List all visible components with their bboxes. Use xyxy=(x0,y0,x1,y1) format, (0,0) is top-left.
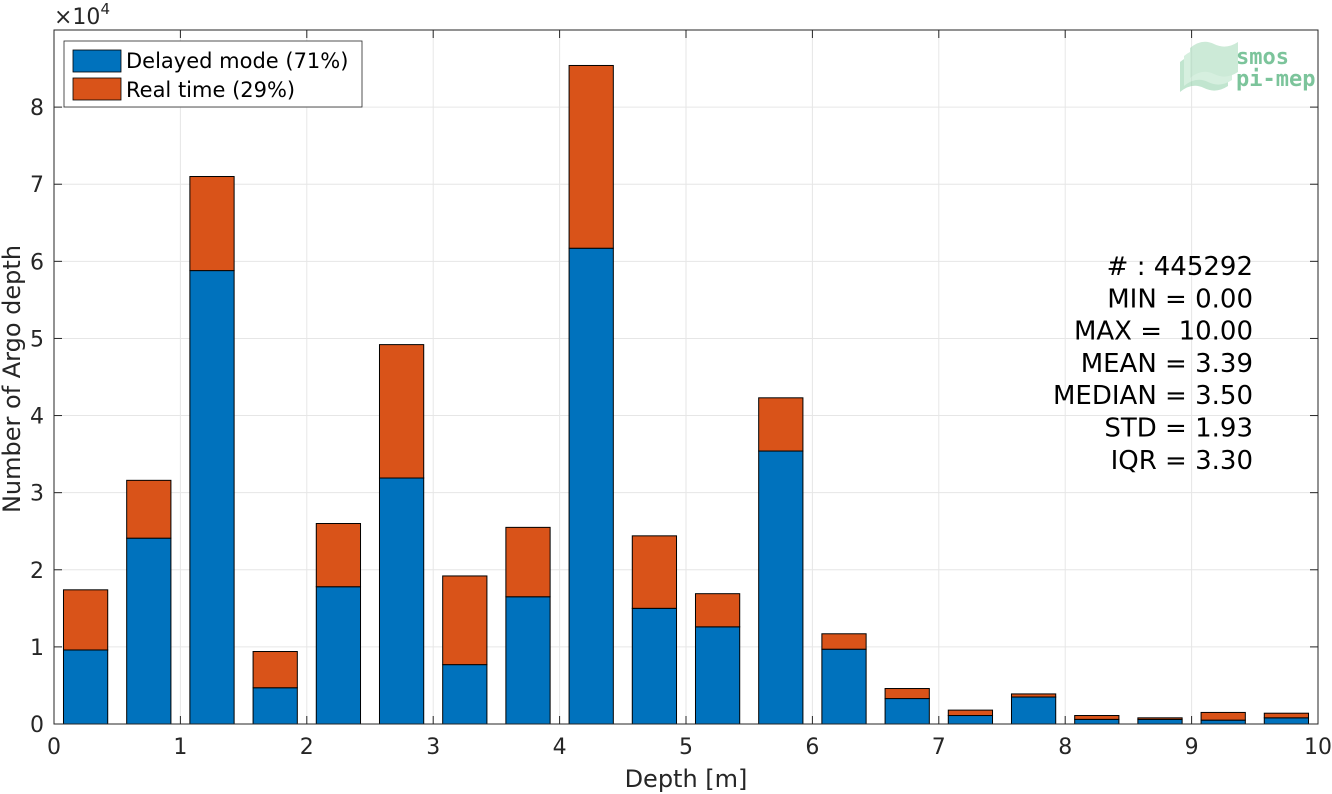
y-tick-label: 6 xyxy=(30,250,44,275)
bar-real-time xyxy=(378,344,425,479)
bar-delayed-mode xyxy=(631,607,678,725)
stats-line: MEDIAN = 3.50 xyxy=(1053,381,1253,411)
bar-delayed-mode xyxy=(947,715,994,725)
legend-label-delayed: Delayed mode (71%) xyxy=(126,49,348,73)
bar-delayed-mode xyxy=(252,687,298,725)
x-tick-label: 3 xyxy=(426,735,440,760)
x-tick-label: 6 xyxy=(805,735,819,760)
x-tick-label: 8 xyxy=(1058,735,1072,760)
bar-real-time xyxy=(1074,715,1120,720)
bar-real-time xyxy=(126,479,172,539)
y-tick-label: 7 xyxy=(30,173,44,198)
y-tick-label: 5 xyxy=(30,327,44,352)
y-tick-label: 0 xyxy=(30,713,44,738)
stats-line: IQR = 3.30 xyxy=(1111,446,1253,476)
logo-text-smos: smos xyxy=(1236,45,1289,70)
bar-delayed-mode xyxy=(505,596,551,725)
bar-delayed-mode xyxy=(568,247,614,725)
stats-line: MAX = 10.00 xyxy=(1074,317,1253,347)
bar-delayed-mode xyxy=(62,649,109,725)
bar-delayed-mode xyxy=(821,648,867,725)
x-tick-label: 4 xyxy=(553,735,567,760)
stats-line: STD = 1.93 xyxy=(1104,414,1253,444)
y-tick-label: 8 xyxy=(30,96,44,121)
logo-waves-icon xyxy=(1180,41,1238,92)
legend-label-realtime: Real time (29%) xyxy=(126,78,295,102)
x-tick-label: 7 xyxy=(932,735,946,760)
x-tick-labels: 0 1 2 3 4 5 6 7 8 9 10 xyxy=(47,735,1332,760)
stats-line: MEAN = 3.39 xyxy=(1081,349,1253,379)
bar-delayed-mode xyxy=(694,626,741,725)
y-tick-labels: 0 1 2 3 4 5 6 7 8 xyxy=(30,96,44,738)
bar-delayed-mode xyxy=(126,537,172,725)
logo-text-pimep: pi-mep xyxy=(1236,67,1315,92)
bar-delayed-mode xyxy=(315,586,362,725)
x-tick-label: 9 xyxy=(1185,735,1199,760)
bar-delayed-mode xyxy=(1263,717,1310,725)
bar-real-time xyxy=(947,709,994,717)
bar-delayed-mode xyxy=(442,664,488,725)
legend-swatch-realtime xyxy=(72,77,122,101)
smos-pimep-logo: smos pi-mep xyxy=(1180,41,1315,92)
bar-real-time xyxy=(1200,711,1246,721)
stats-line: MIN = 0.00 xyxy=(1107,284,1253,314)
bar-real-time xyxy=(1010,693,1057,698)
x-tick-label: 1 xyxy=(173,735,187,760)
bar-delayed-mode xyxy=(189,270,235,725)
bar-delayed-mode xyxy=(378,477,425,725)
bar-real-time xyxy=(631,535,678,609)
bar-real-time xyxy=(568,64,614,249)
tick-marks xyxy=(53,30,1319,725)
bar-real-time xyxy=(1263,712,1310,719)
y-tick-label: 3 xyxy=(30,482,44,507)
bar-delayed-mode xyxy=(1010,696,1057,725)
stats-line: # : 445292 xyxy=(1107,252,1253,282)
bar-delayed-mode xyxy=(758,450,804,725)
bar-real-time xyxy=(758,397,804,452)
bar-delayed-mode xyxy=(1200,719,1246,725)
bar-real-time xyxy=(1137,717,1183,720)
y-axis-label: Number of Argo depth xyxy=(0,245,26,513)
x-tick-label: 2 xyxy=(300,735,314,760)
bar-real-time xyxy=(189,176,235,272)
bar-real-time xyxy=(821,633,867,650)
legend-swatch-delayed xyxy=(72,49,122,73)
bar-real-time xyxy=(252,651,298,689)
x-tick-label: 0 xyxy=(47,735,61,760)
x-axis-label: Depth [m] xyxy=(625,765,748,793)
bar-real-time xyxy=(442,575,488,666)
bar-delayed-mode xyxy=(884,698,930,725)
bars-group xyxy=(62,64,1310,725)
bar-delayed-mode xyxy=(1074,718,1120,725)
bar-real-time xyxy=(505,526,551,598)
y-tick-label: 2 xyxy=(30,559,44,584)
y-tick-label: 4 xyxy=(30,405,44,430)
y-axis-multiplier: ×104 xyxy=(54,0,110,30)
x-tick-label: 5 xyxy=(679,735,693,760)
bar-delayed-mode xyxy=(1137,718,1183,725)
bar-real-time xyxy=(884,688,930,700)
bar-real-time xyxy=(315,523,362,588)
bar-real-time xyxy=(62,589,109,651)
bar-real-time xyxy=(694,593,741,628)
y-tick-label: 1 xyxy=(30,636,44,661)
x-tick-label: 10 xyxy=(1304,735,1332,760)
legend: Delayed mode (71%) Real time (29%) xyxy=(63,40,363,108)
